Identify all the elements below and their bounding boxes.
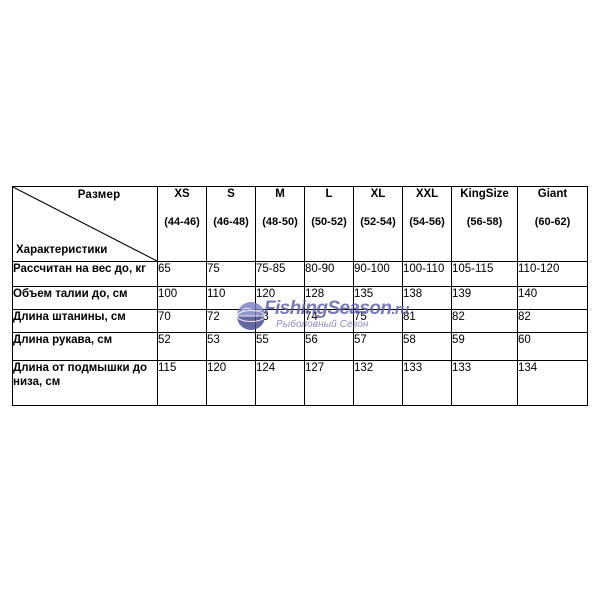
- cell-value: 115: [157, 359, 207, 407]
- size-header-xxl: XXL (54-56): [402, 186, 452, 262]
- cell-value: 55: [255, 332, 305, 361]
- size-range: (52-54): [360, 216, 396, 228]
- cell-value: 120: [255, 286, 305, 311]
- table-row: Длина от подмышки до низа, см 115 120 12…: [12, 359, 588, 407]
- size-range: (60-62): [534, 216, 571, 228]
- cell-value: 105-115: [451, 260, 518, 288]
- cell-value: 134: [517, 359, 588, 407]
- cell-value: 132: [353, 359, 403, 407]
- size-name: XS: [174, 188, 190, 200]
- size-range: (50-52): [311, 216, 347, 228]
- cell-value: 75: [353, 309, 403, 334]
- corner-header-cell: Размер Характеристики: [12, 186, 158, 262]
- row-label: Длина рукава, см: [12, 332, 158, 361]
- cell-value: 59: [451, 332, 518, 361]
- size-header-m: M (48-50): [255, 186, 305, 262]
- row-label: Рассчитан на вес до, кг: [12, 260, 158, 288]
- corner-size-label: Размер: [77, 189, 121, 201]
- cell-value: 133: [402, 359, 452, 407]
- cell-value: 80-90: [304, 260, 354, 288]
- cell-value: 60: [517, 332, 588, 361]
- size-name: XL: [370, 188, 386, 200]
- cell-value: 120: [206, 359, 256, 407]
- cell-value: 139: [451, 286, 518, 311]
- table-row: Длина рукава, см 52 53 55 56 57 58 59 60: [12, 332, 588, 361]
- cell-value: 133: [451, 359, 518, 407]
- size-header-kingsize: KingSize (56-58): [451, 186, 518, 262]
- cell-value: 90-100: [353, 260, 403, 288]
- cell-value: 70: [157, 309, 207, 334]
- cell-value: 138: [402, 286, 452, 311]
- table-header-row: Размер Характеристики XS (44-46) S (46-4…: [12, 186, 588, 262]
- size-header-xs: XS (44-46): [157, 186, 207, 262]
- size-name: S: [227, 188, 235, 200]
- cell-value: 100-110: [402, 260, 452, 288]
- cell-value: 135: [353, 286, 403, 311]
- cell-value: 72: [206, 309, 256, 334]
- cell-value: 81: [402, 309, 452, 334]
- cell-value: 110: [206, 286, 256, 311]
- cell-value: 82: [517, 309, 588, 334]
- row-label: Длина от подмышки до низа, см: [12, 359, 158, 407]
- cell-value: 52: [157, 332, 207, 361]
- size-range: (48-50): [262, 216, 298, 228]
- cell-value: 75: [206, 260, 256, 288]
- table-row: Рассчитан на вес до, кг 65 75 75-85 80-9…: [12, 260, 588, 288]
- cell-value: 82: [451, 309, 518, 334]
- size-range: (56-58): [466, 216, 503, 228]
- size-chart-table: Размер Характеристики XS (44-46) S (46-4…: [12, 186, 588, 407]
- table-row: Длина штанины, см 70 72 73 74 75 81 82 8…: [12, 309, 588, 334]
- size-name: L: [325, 188, 333, 200]
- cell-value: 140: [517, 286, 588, 311]
- table-row: Объем талии до, см 100 110 120 128 135 1…: [12, 286, 588, 311]
- cell-value: 128: [304, 286, 354, 311]
- size-header-giant: Giant (60-62): [517, 186, 588, 262]
- cell-value: 56: [304, 332, 354, 361]
- corner-characteristics-label: Характеристики: [16, 244, 108, 256]
- diagonal-divider-icon: [13, 187, 157, 261]
- size-header-xl: XL (52-54): [353, 186, 403, 262]
- size-range: (46-48): [213, 216, 249, 228]
- size-name: KingSize: [460, 188, 509, 200]
- cell-value: 100: [157, 286, 207, 311]
- size-header-s: S (46-48): [206, 186, 256, 262]
- size-name: XXL: [415, 188, 439, 200]
- cell-value: 75-85: [255, 260, 305, 288]
- cell-value: 124: [255, 359, 305, 407]
- size-range: (44-46): [164, 216, 200, 228]
- size-name: M: [275, 188, 285, 200]
- row-label: Длина штанины, см: [12, 309, 158, 334]
- cell-value: 53: [206, 332, 256, 361]
- cell-value: 74: [304, 309, 354, 334]
- size-header-l: L (50-52): [304, 186, 354, 262]
- cell-value: 58: [402, 332, 452, 361]
- cell-value: 110-120: [517, 260, 588, 288]
- size-range: (54-56): [409, 216, 445, 228]
- cell-value: 57: [353, 332, 403, 361]
- cell-value: 127: [304, 359, 354, 407]
- size-chart-container: Размер Характеристики XS (44-46) S (46-4…: [12, 186, 588, 407]
- row-label: Объем талии до, см: [12, 286, 158, 311]
- cell-value: 65: [157, 260, 207, 288]
- size-name: Giant: [537, 188, 568, 200]
- cell-value: 73: [255, 309, 305, 334]
